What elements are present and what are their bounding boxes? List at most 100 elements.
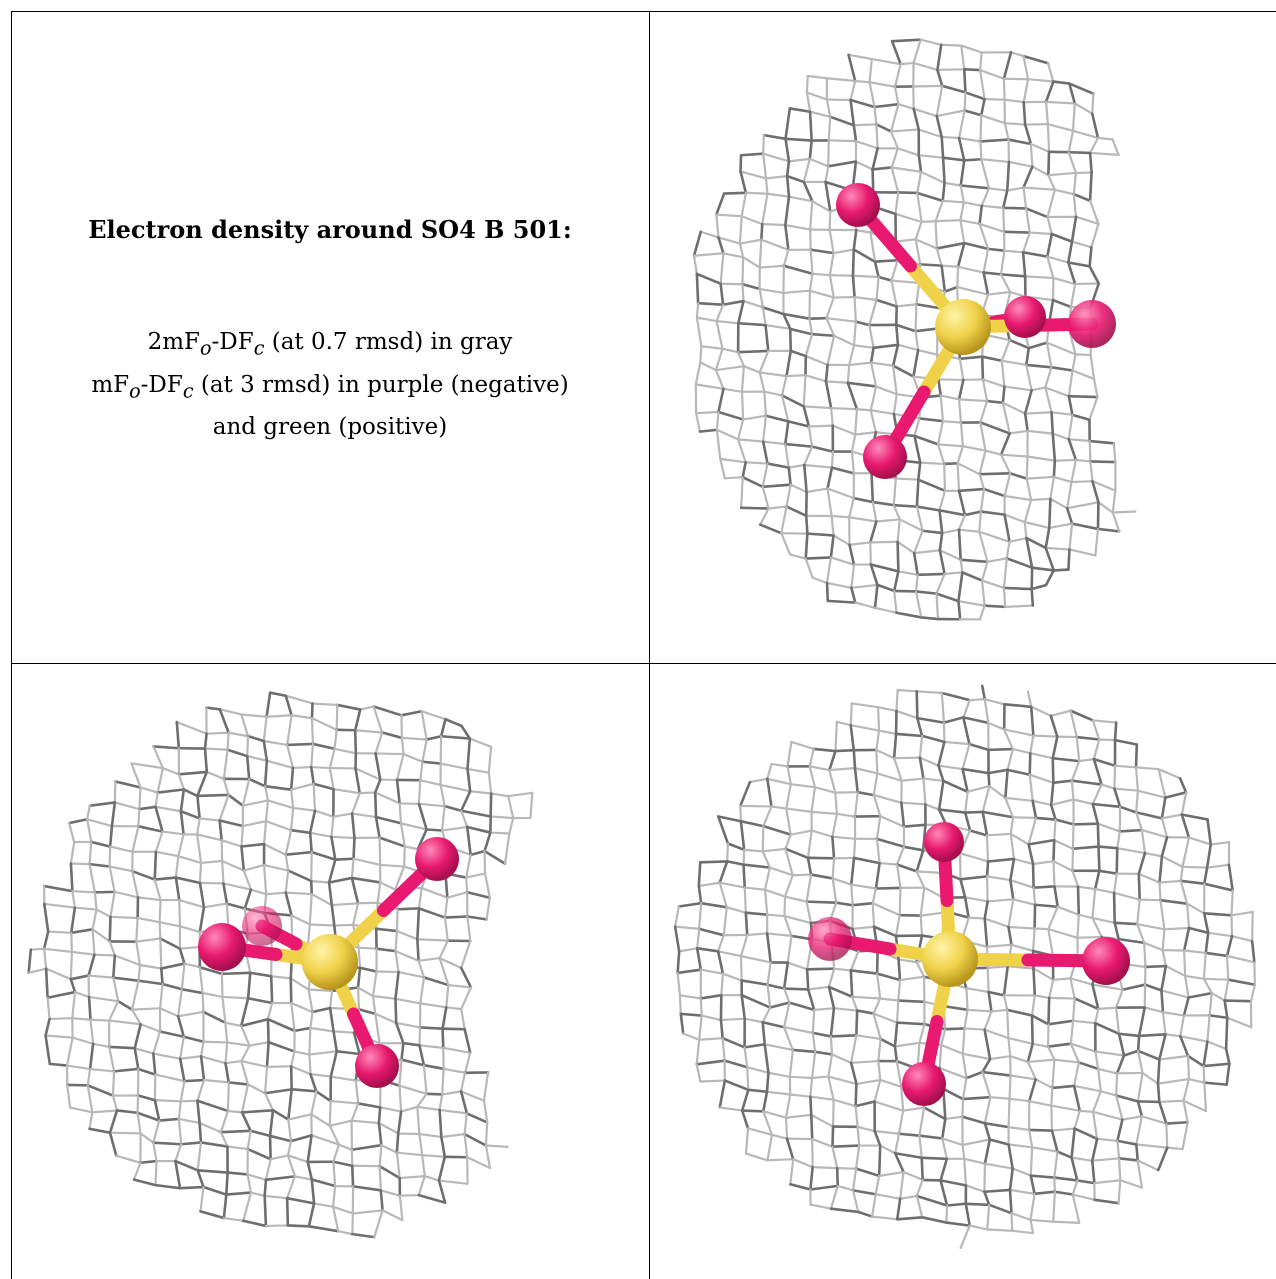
mesh-segment	[956, 265, 985, 274]
mesh-segment	[333, 923, 355, 927]
mesh-segment	[1184, 974, 1205, 980]
mesh-segment	[980, 114, 1006, 125]
mesh-segment	[328, 1099, 332, 1127]
mesh-segment	[284, 850, 313, 857]
mesh-segment	[851, 1189, 860, 1213]
mesh-segment	[372, 705, 403, 717]
mesh-segment	[402, 752, 424, 763]
mesh-segment	[1005, 557, 1034, 569]
mesh-segment	[894, 1132, 901, 1155]
mesh-segment	[922, 777, 927, 806]
mesh-segment	[87, 995, 92, 1022]
mesh-segment	[853, 767, 879, 775]
mesh-segment	[379, 863, 406, 868]
mesh-segment	[374, 752, 382, 781]
mesh-segment	[377, 1121, 383, 1147]
density-mesh	[692, 38, 1137, 621]
mesh-segment	[956, 445, 964, 465]
mesh-segment	[792, 1158, 814, 1169]
mesh-segment	[69, 906, 77, 935]
mesh-segment	[981, 1057, 992, 1074]
mesh-segment	[767, 505, 788, 510]
mesh-segment	[809, 228, 812, 251]
mesh-segment	[696, 927, 701, 950]
mesh-segment	[1117, 1156, 1140, 1162]
mesh-segment	[1011, 747, 1032, 755]
mesh-segment	[400, 1058, 426, 1067]
mesh-segment	[918, 1023, 926, 1044]
mesh-segment	[1025, 536, 1048, 550]
mesh-segment	[1046, 188, 1056, 219]
mesh-segment	[69, 862, 74, 893]
mesh-segment	[1050, 410, 1055, 435]
mesh-segment	[463, 1132, 488, 1147]
mesh-segment	[830, 450, 834, 469]
mesh-segment	[42, 884, 74, 893]
mesh-segment	[979, 510, 1006, 516]
mesh-segment	[418, 1132, 424, 1157]
mesh-segment	[981, 1070, 1012, 1077]
mesh-segment	[1076, 913, 1080, 939]
mesh-segment	[394, 1021, 405, 1045]
mesh-segment	[825, 556, 833, 585]
mesh-segment	[875, 518, 901, 523]
mesh-segment	[65, 1036, 74, 1067]
mesh-segment	[130, 1007, 162, 1011]
mesh-segment	[1052, 838, 1056, 863]
mesh-segment	[88, 1127, 112, 1134]
mesh-segment	[1088, 395, 1099, 421]
mesh-segment	[1094, 527, 1100, 557]
mesh-segment	[897, 1132, 921, 1137]
mesh-segment	[739, 153, 743, 173]
mesh-segment	[154, 1073, 186, 1083]
mesh-segment	[329, 1099, 360, 1105]
mesh-segment	[962, 699, 971, 719]
mesh-segment	[968, 742, 990, 752]
mesh-segment	[1007, 160, 1034, 168]
mesh-segment	[43, 947, 73, 954]
mesh-segment	[761, 192, 769, 226]
mesh-segment	[828, 769, 837, 794]
mesh-segment	[469, 790, 493, 795]
mesh-segment	[917, 478, 947, 493]
mesh-segment	[742, 365, 761, 374]
mesh-segment	[1053, 818, 1057, 842]
mesh-segment	[847, 53, 873, 61]
mesh-segment	[371, 994, 377, 1015]
mesh-segment	[856, 1210, 874, 1218]
mesh-segment	[379, 1106, 403, 1113]
mesh-segment	[203, 732, 208, 750]
mesh-segment	[985, 860, 990, 878]
mesh-segment	[1027, 341, 1049, 350]
mesh-segment	[744, 1127, 750, 1155]
mesh-segment	[849, 702, 853, 727]
mesh-segment	[310, 1178, 337, 1188]
mesh-segment	[1026, 1058, 1056, 1064]
mesh-segment	[719, 252, 725, 285]
mesh-segment	[741, 256, 745, 286]
mesh-segment	[985, 943, 1013, 948]
mesh-segment	[917, 349, 939, 356]
mesh-segment	[805, 967, 836, 971]
mesh-segment	[1071, 845, 1100, 851]
mesh-segment	[912, 84, 944, 88]
mesh-segment	[806, 74, 828, 80]
mesh-segment	[482, 1071, 490, 1102]
mesh-segment	[240, 1083, 250, 1114]
mesh-segment	[849, 98, 856, 127]
mesh-segment	[851, 925, 876, 930]
mesh-segment	[465, 853, 472, 879]
mesh-segment	[220, 972, 224, 999]
mesh-segment	[849, 856, 856, 886]
mesh-segment	[289, 766, 295, 792]
mesh-segment	[873, 1130, 901, 1135]
mesh-segment	[1011, 816, 1038, 820]
mesh-segment	[980, 158, 1011, 164]
mesh-segment	[917, 153, 923, 174]
mesh-segment	[483, 831, 492, 853]
mesh-segment	[240, 713, 268, 718]
mesh-segment	[286, 1154, 309, 1164]
mesh-segment	[178, 1057, 186, 1083]
mesh-segment	[1029, 1218, 1035, 1235]
mesh-segment	[812, 747, 837, 753]
